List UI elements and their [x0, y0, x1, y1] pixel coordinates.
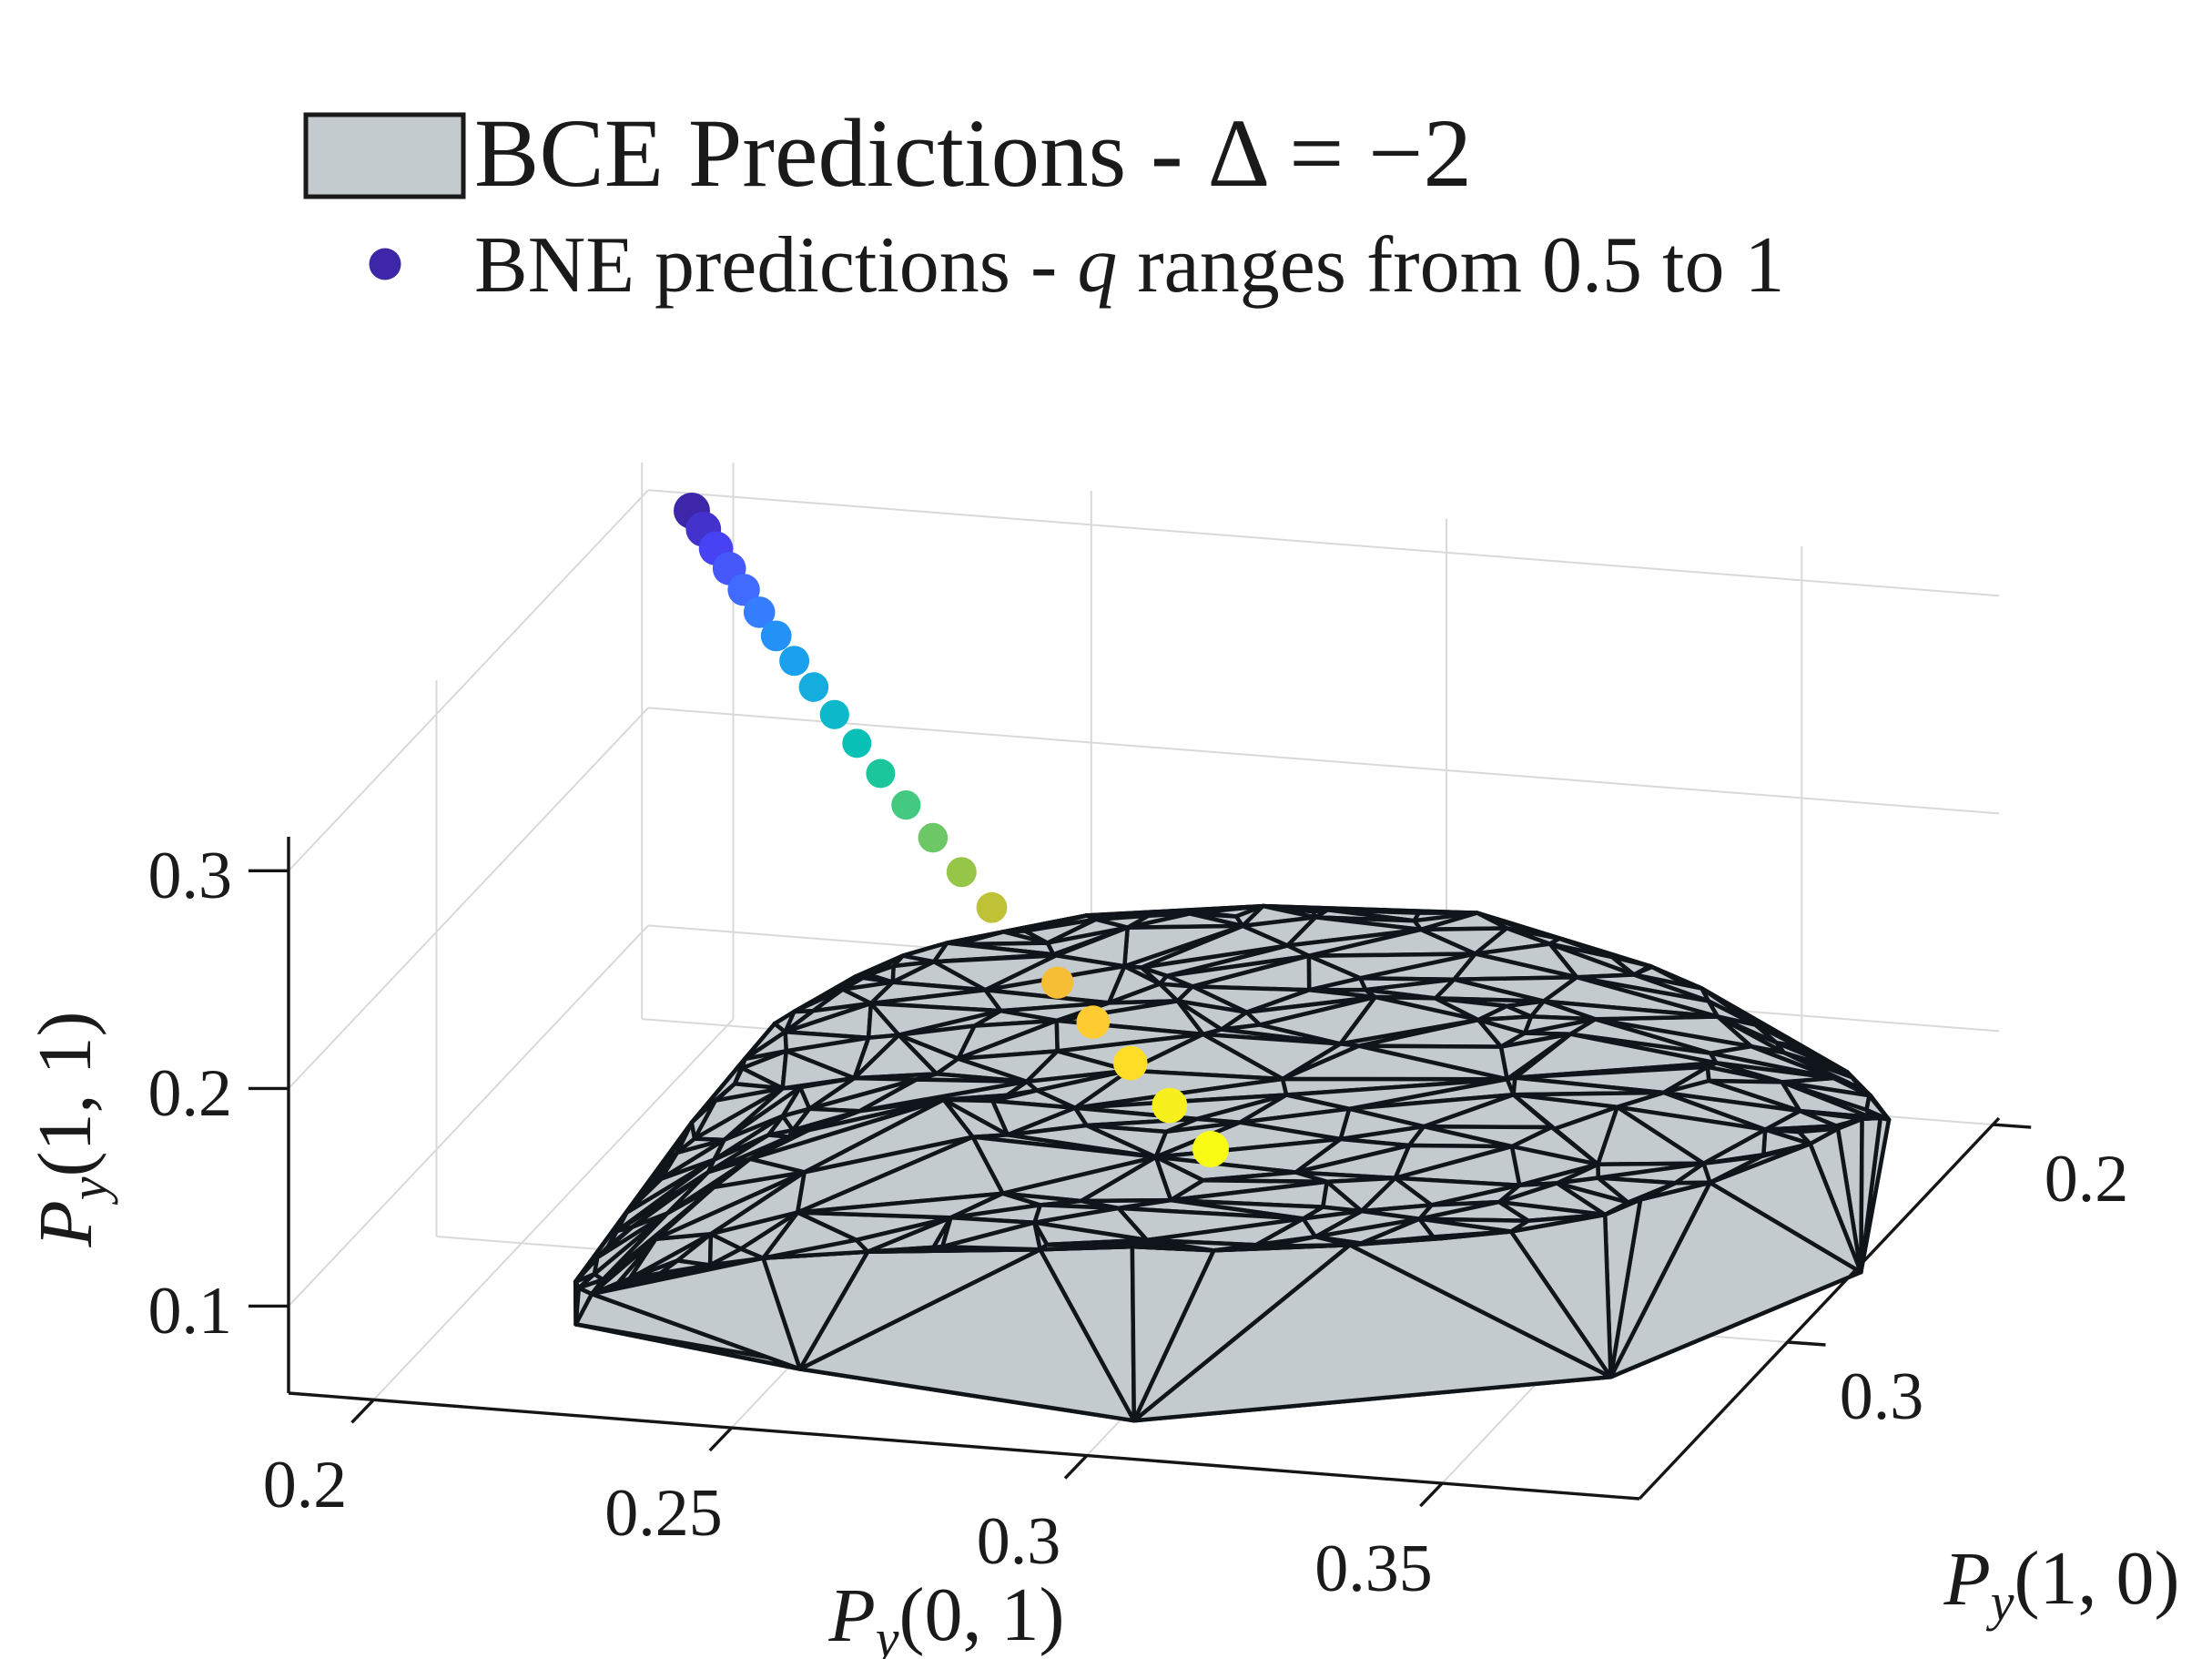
svg-text:0.3: 0.3: [148, 839, 233, 913]
svg-text:BCE Predictions - Δ = −2: BCE Predictions - Δ = −2: [474, 100, 1472, 208]
svg-text:0.2: 0.2: [2045, 1142, 2129, 1216]
svg-text:0.35: 0.35: [1314, 1532, 1433, 1606]
svg-text:0.1: 0.1: [148, 1274, 233, 1349]
svg-text:Py(1, 1): Py(1, 1): [23, 1011, 118, 1247]
svg-text:Py(1, 0): Py(1, 0): [1943, 1536, 2179, 1632]
svg-text:0.2: 0.2: [263, 1448, 348, 1522]
svg-text:0.3: 0.3: [1840, 1359, 1924, 1434]
svg-text:0.3: 0.3: [977, 1504, 1061, 1579]
svg-text:Py(0, 1): Py(0, 1): [827, 1572, 1064, 1659]
svg-text:0.2: 0.2: [148, 1056, 233, 1131]
svg-text:BNE predictions - q ranges fro: BNE predictions - q ranges from 0.5 to 1: [474, 221, 1785, 310]
svg-text:0.25: 0.25: [604, 1476, 723, 1551]
